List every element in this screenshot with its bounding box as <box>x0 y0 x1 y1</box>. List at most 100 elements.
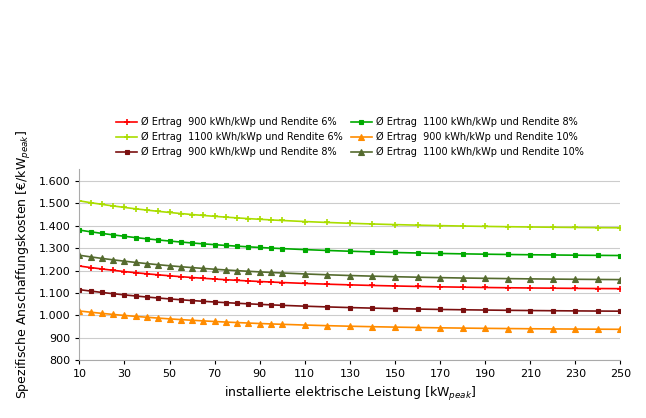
Ø Ertrag  1100 kWh/kWp und Rendite 8% <box>346 249 354 254</box>
Line: Ø Ertrag  900 kWh/kWp und Rendite 10%: Ø Ertrag 900 kWh/kWp und Rendite 10% <box>77 308 623 332</box>
Ø Ertrag  1100 kWh/kWp und Rendite 10% <box>132 260 140 265</box>
Ø Ertrag  1100 kWh/kWp und Rendite 6% <box>76 199 83 204</box>
Ø Ertrag  1100 kWh/kWp und Rendite 8% <box>132 235 140 240</box>
Ø Ertrag  1100 kWh/kWp und Rendite 8% <box>594 253 602 258</box>
Legend: Ø Ertrag  900 kWh/kWp und Rendite 6%, Ø Ertrag  1100 kWh/kWp und Rendite 6%, Ø E: Ø Ertrag 900 kWh/kWp und Rendite 6%, Ø E… <box>116 117 584 157</box>
Ø Ertrag  900 kWh/kWp und Rendite 10% <box>154 316 162 321</box>
Ø Ertrag  1100 kWh/kWp und Rendite 10% <box>436 275 444 280</box>
Ø Ertrag  900 kWh/kWp und Rendite 6% <box>267 280 275 285</box>
Ø Ertrag  900 kWh/kWp und Rendite 6% <box>87 265 94 270</box>
Ø Ertrag  900 kWh/kWp und Rendite 8% <box>188 298 196 303</box>
Ø Ertrag  1100 kWh/kWp und Rendite 10% <box>324 272 331 277</box>
Ø Ertrag  900 kWh/kWp und Rendite 10% <box>572 326 579 331</box>
Ø Ertrag  1100 kWh/kWp und Rendite 10% <box>222 268 230 273</box>
Ø Ertrag  900 kWh/kWp und Rendite 10% <box>177 317 185 322</box>
Ø Ertrag  1100 kWh/kWp und Rendite 10% <box>87 255 94 260</box>
Ø Ertrag  1100 kWh/kWp und Rendite 10% <box>121 259 129 264</box>
Ø Ertrag  900 kWh/kWp und Rendite 8% <box>504 308 512 313</box>
Ø Ertrag  900 kWh/kWp und Rendite 10% <box>76 308 83 314</box>
Ø Ertrag  900 kWh/kWp und Rendite 10% <box>594 327 602 332</box>
Ø Ertrag  900 kWh/kWp und Rendite 6% <box>200 276 207 281</box>
Ø Ertrag  1100 kWh/kWp und Rendite 8% <box>165 239 173 244</box>
Ø Ertrag  900 kWh/kWp und Rendite 10% <box>346 324 354 329</box>
Ø Ertrag  1100 kWh/kWp und Rendite 8% <box>109 232 117 237</box>
Ø Ertrag  900 kWh/kWp und Rendite 8% <box>346 305 354 310</box>
Ø Ertrag  1100 kWh/kWp und Rendite 8% <box>278 246 286 251</box>
Ø Ertrag  900 kWh/kWp und Rendite 10% <box>391 325 399 330</box>
Ø Ertrag  1100 kWh/kWp und Rendite 6% <box>594 225 602 230</box>
Ø Ertrag  1100 kWh/kWp und Rendite 6% <box>549 225 557 230</box>
Ø Ertrag  1100 kWh/kWp und Rendite 8% <box>301 247 309 252</box>
Ø Ertrag  900 kWh/kWp und Rendite 10% <box>324 323 331 328</box>
Ø Ertrag  900 kWh/kWp und Rendite 6% <box>616 286 624 291</box>
Ø Ertrag  900 kWh/kWp und Rendite 10% <box>459 326 466 331</box>
X-axis label: installierte elektrische Leistung [kW$_{peak}$]: installierte elektrische Leistung [kW$_{… <box>224 385 476 403</box>
Ø Ertrag  900 kWh/kWp und Rendite 8% <box>121 292 129 297</box>
Ø Ertrag  1100 kWh/kWp und Rendite 8% <box>222 243 230 248</box>
Ø Ertrag  900 kWh/kWp und Rendite 8% <box>256 302 264 307</box>
Ø Ertrag  900 kWh/kWp und Rendite 10% <box>121 313 129 318</box>
Ø Ertrag  1100 kWh/kWp und Rendite 6% <box>324 220 331 225</box>
Ø Ertrag  1100 kWh/kWp und Rendite 6% <box>526 224 534 229</box>
Ø Ertrag  1100 kWh/kWp und Rendite 10% <box>165 263 173 268</box>
Ø Ertrag  1100 kWh/kWp und Rendite 10% <box>369 274 377 279</box>
Ø Ertrag  1100 kWh/kWp und Rendite 8% <box>76 227 83 232</box>
Ø Ertrag  900 kWh/kWp und Rendite 10% <box>211 319 218 324</box>
Ø Ertrag  900 kWh/kWp und Rendite 10% <box>188 318 196 323</box>
Ø Ertrag  900 kWh/kWp und Rendite 10% <box>98 311 106 316</box>
Ø Ertrag  900 kWh/kWp und Rendite 6% <box>256 279 264 284</box>
Ø Ertrag  1100 kWh/kWp und Rendite 6% <box>200 213 207 218</box>
Ø Ertrag  900 kWh/kWp und Rendite 10% <box>200 319 207 324</box>
Ø Ertrag  1100 kWh/kWp und Rendite 6% <box>346 221 354 226</box>
Line: Ø Ertrag  900 kWh/kWp und Rendite 8%: Ø Ertrag 900 kWh/kWp und Rendite 8% <box>77 287 623 314</box>
Ø Ertrag  900 kWh/kWp und Rendite 10% <box>369 324 377 329</box>
Ø Ertrag  900 kWh/kWp und Rendite 8% <box>109 291 117 296</box>
Ø Ertrag  1100 kWh/kWp und Rendite 8% <box>413 250 421 255</box>
Ø Ertrag  900 kWh/kWp und Rendite 10% <box>616 327 624 332</box>
Ø Ertrag  1100 kWh/kWp und Rendite 6% <box>436 223 444 228</box>
Ø Ertrag  900 kWh/kWp und Rendite 6% <box>504 285 512 290</box>
Ø Ertrag  1100 kWh/kWp und Rendite 10% <box>526 276 534 281</box>
Ø Ertrag  900 kWh/kWp und Rendite 6% <box>143 271 151 276</box>
Ø Ertrag  1100 kWh/kWp und Rendite 6% <box>211 214 218 219</box>
Ø Ertrag  1100 kWh/kWp und Rendite 8% <box>549 252 557 257</box>
Ø Ertrag  900 kWh/kWp und Rendite 6% <box>188 275 196 280</box>
Ø Ertrag  900 kWh/kWp und Rendite 8% <box>132 293 140 298</box>
Ø Ertrag  900 kWh/kWp und Rendite 6% <box>549 285 557 291</box>
Ø Ertrag  900 kWh/kWp und Rendite 8% <box>594 308 602 314</box>
Ø Ertrag  1100 kWh/kWp und Rendite 8% <box>391 250 399 255</box>
Ø Ertrag  1100 kWh/kWp und Rendite 8% <box>177 240 185 245</box>
Ø Ertrag  1100 kWh/kWp und Rendite 10% <box>188 265 196 270</box>
Ø Ertrag  900 kWh/kWp und Rendite 8% <box>76 287 83 292</box>
Ø Ertrag  1100 kWh/kWp und Rendite 6% <box>121 205 129 210</box>
Ø Ertrag  900 kWh/kWp und Rendite 8% <box>391 306 399 311</box>
Ø Ertrag  900 kWh/kWp und Rendite 6% <box>211 277 218 282</box>
Ø Ertrag  900 kWh/kWp und Rendite 8% <box>222 300 230 305</box>
Ø Ertrag  1100 kWh/kWp und Rendite 10% <box>143 261 151 266</box>
Line: Ø Ertrag  1100 kWh/kWp und Rendite 6%: Ø Ertrag 1100 kWh/kWp und Rendite 6% <box>76 197 624 231</box>
Ø Ertrag  1100 kWh/kWp und Rendite 6% <box>369 222 377 227</box>
Ø Ertrag  1100 kWh/kWp und Rendite 10% <box>504 276 512 281</box>
Ø Ertrag  1100 kWh/kWp und Rendite 10% <box>481 276 489 281</box>
Ø Ertrag  900 kWh/kWp und Rendite 10% <box>301 323 309 328</box>
Ø Ertrag  1100 kWh/kWp und Rendite 10% <box>233 268 241 273</box>
Ø Ertrag  1100 kWh/kWp und Rendite 10% <box>278 270 286 275</box>
Ø Ertrag  900 kWh/kWp und Rendite 6% <box>324 282 331 287</box>
Ø Ertrag  900 kWh/kWp und Rendite 6% <box>572 286 579 291</box>
Ø Ertrag  900 kWh/kWp und Rendite 10% <box>549 326 557 331</box>
Ø Ertrag  900 kWh/kWp und Rendite 6% <box>132 270 140 275</box>
Ø Ertrag  1100 kWh/kWp und Rendite 10% <box>154 262 162 267</box>
Ø Ertrag  1100 kWh/kWp und Rendite 6% <box>188 212 196 217</box>
Ø Ertrag  1100 kWh/kWp und Rendite 10% <box>594 277 602 282</box>
Ø Ertrag  1100 kWh/kWp und Rendite 8% <box>87 229 94 234</box>
Ø Ertrag  1100 kWh/kWp und Rendite 8% <box>324 248 331 253</box>
Ø Ertrag  900 kWh/kWp und Rendite 6% <box>594 286 602 291</box>
Ø Ertrag  900 kWh/kWp und Rendite 8% <box>549 308 557 313</box>
Ø Ertrag  900 kWh/kWp und Rendite 10% <box>267 321 275 326</box>
Ø Ertrag  900 kWh/kWp und Rendite 6% <box>222 277 230 282</box>
Ø Ertrag  900 kWh/kWp und Rendite 6% <box>154 272 162 277</box>
Ø Ertrag  1100 kWh/kWp und Rendite 8% <box>233 244 241 249</box>
Ø Ertrag  1100 kWh/kWp und Rendite 10% <box>256 269 264 274</box>
Ø Ertrag  900 kWh/kWp und Rendite 8% <box>245 301 253 306</box>
Ø Ertrag  1100 kWh/kWp und Rendite 6% <box>256 217 264 222</box>
